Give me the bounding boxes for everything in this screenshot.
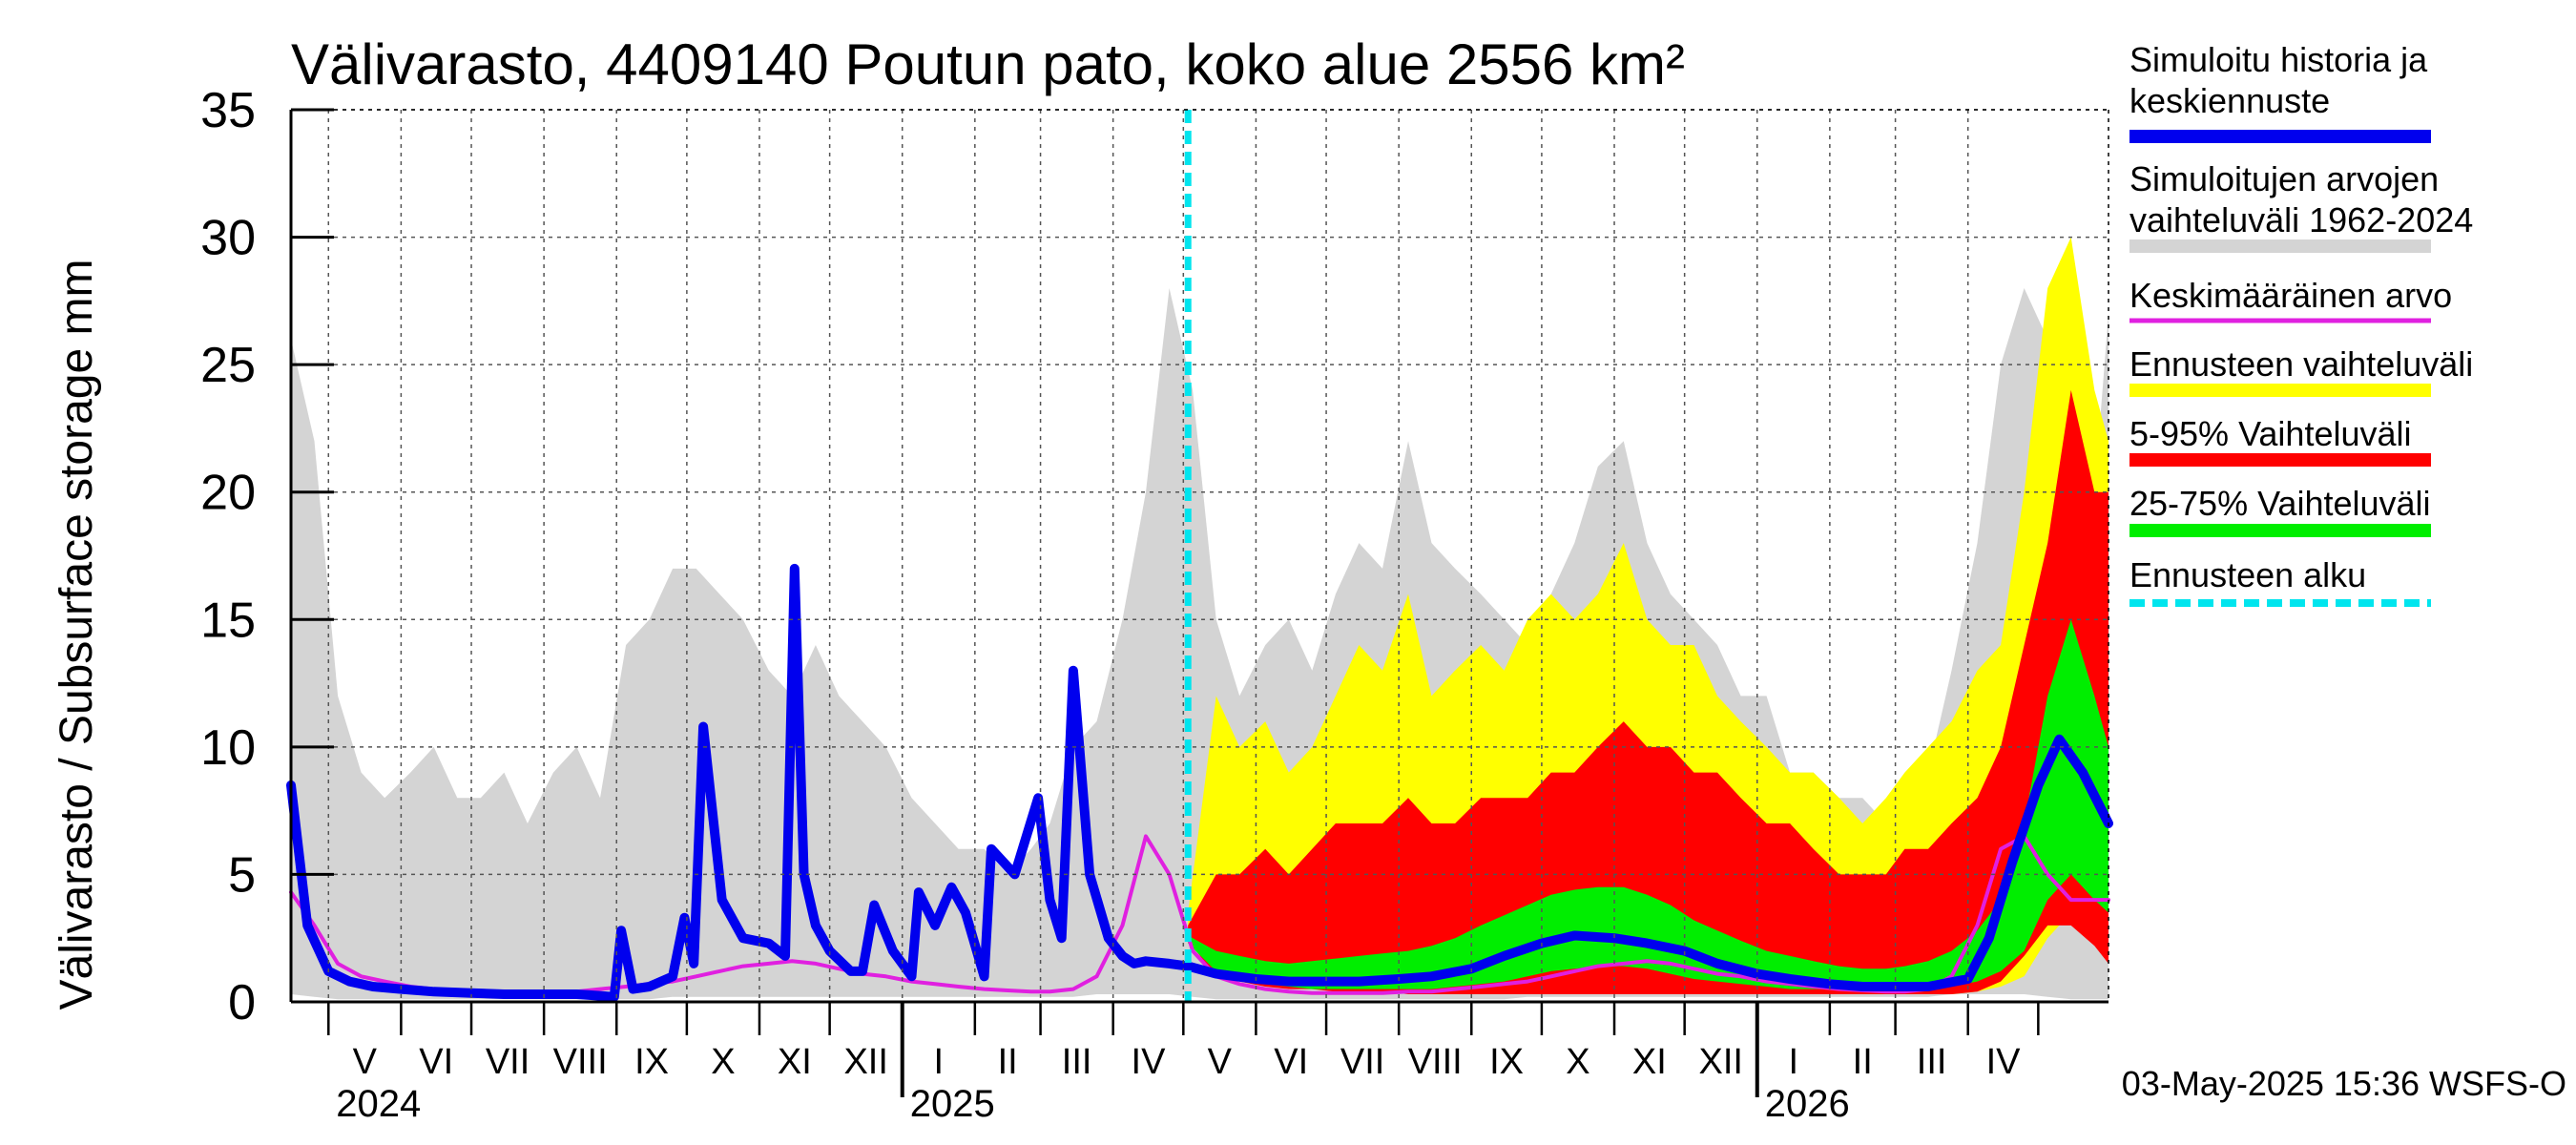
timestamp-footer: 03-May-2025 15:36 WSFS-O: [2122, 1064, 2566, 1103]
year-label: 2026: [1765, 1083, 1850, 1125]
month-label: XII: [1698, 1042, 1742, 1082]
legend-label: Ennusteen alku: [2129, 555, 2366, 594]
y-tick-label: 25: [200, 338, 256, 393]
band-5-95-vaihteluv-li: [1188, 389, 2109, 994]
legend-label: 5-95% Vaihteluväli: [2129, 414, 2412, 453]
month-label: V: [1208, 1042, 1233, 1082]
y-tick-label: 10: [200, 720, 256, 776]
y-tick-label: 0: [228, 975, 256, 1030]
y-tick-label: 20: [200, 466, 256, 521]
month-label: VII: [486, 1042, 530, 1082]
month-label: V: [353, 1042, 378, 1082]
y-tick-label: 15: [200, 593, 256, 648]
month-label: I: [933, 1042, 944, 1082]
chart-title: Välivarasto, 4409140 Poutun pato, koko a…: [291, 32, 1685, 96]
y-tick-label: 30: [200, 211, 256, 266]
month-label: X: [711, 1042, 735, 1082]
y-tick-label: 35: [200, 83, 256, 138]
y-axis-label: Välivarasto / Subsurface storage mm: [52, 259, 102, 1010]
month-label: XII: [843, 1042, 887, 1082]
month-label: IV: [1986, 1042, 2022, 1082]
month-label: X: [1566, 1042, 1589, 1082]
legend-label: keskiennuste: [2129, 81, 2330, 120]
year-label: 2025: [910, 1083, 995, 1125]
plot-data-layer: [286, 237, 2113, 1002]
month-label: II: [1853, 1042, 1873, 1082]
month-label: III: [1062, 1042, 1092, 1082]
year-label: 2024: [336, 1083, 421, 1125]
month-label: XI: [1632, 1042, 1667, 1082]
month-label: IX: [634, 1042, 669, 1082]
y-tick-label: 5: [228, 847, 256, 903]
month-label: IV: [1132, 1042, 1167, 1082]
month-label: VI: [1274, 1042, 1308, 1082]
month-label: VII: [1340, 1042, 1384, 1082]
month-label: II: [998, 1042, 1018, 1082]
plot-grid: [291, 109, 2109, 1002]
month-label: I: [1789, 1042, 1799, 1082]
legend-label: vaihteluväli 1962-2024: [2129, 200, 2473, 239]
month-label: VIII: [553, 1042, 608, 1082]
legend-label: 25-75% Vaihteluväli: [2129, 484, 2431, 523]
legend-label: Keskimääräinen arvo: [2129, 276, 2452, 315]
line-simuloitu-historia-ja-keskiennuste: [286, 563, 2113, 1002]
month-label: IX: [1489, 1042, 1524, 1082]
month-label: VIII: [1408, 1042, 1463, 1082]
month-label: VI: [419, 1042, 453, 1082]
band-25-75-vaihteluv-li: [1188, 619, 2109, 992]
month-label: XI: [778, 1042, 812, 1082]
legend-label: Simuloitu historia ja: [2129, 40, 2428, 79]
band-ennusteen-vaihteluv-li: [1188, 237, 2109, 995]
legend-label: Ennusteen vaihteluväli: [2129, 344, 2473, 384]
month-label: III: [1917, 1042, 1947, 1082]
legend-label: Simuloitujen arvojen: [2129, 159, 2439, 198]
